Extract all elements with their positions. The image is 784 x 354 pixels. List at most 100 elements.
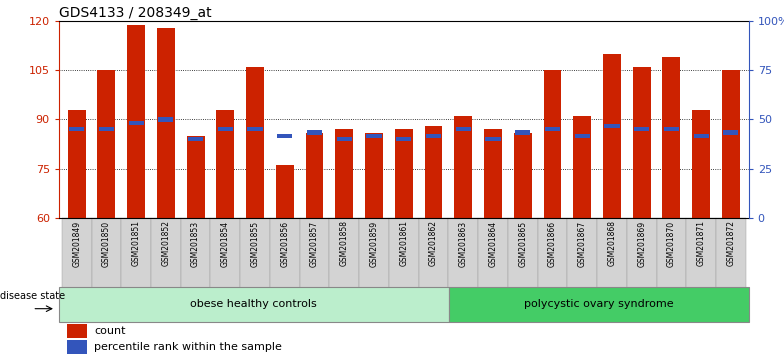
Bar xyxy=(454,116,472,218)
Bar xyxy=(336,129,354,218)
Bar xyxy=(151,218,181,220)
Bar xyxy=(425,126,442,218)
Bar xyxy=(448,218,478,292)
Bar xyxy=(246,67,264,218)
Bar xyxy=(359,218,389,220)
Bar xyxy=(456,127,471,131)
Bar xyxy=(181,218,210,220)
Bar xyxy=(67,110,85,218)
Bar xyxy=(603,54,621,218)
Bar xyxy=(692,110,710,218)
Bar xyxy=(157,28,175,218)
Bar xyxy=(270,218,299,292)
Bar xyxy=(69,127,84,131)
Bar xyxy=(686,218,716,220)
Bar xyxy=(395,129,412,218)
Bar xyxy=(329,218,359,220)
Bar xyxy=(151,218,181,292)
Bar xyxy=(129,121,143,125)
Bar xyxy=(299,218,329,220)
Bar xyxy=(67,324,87,338)
Text: polycystic ovary syndrome: polycystic ovary syndrome xyxy=(524,299,673,309)
Bar xyxy=(158,117,173,122)
Bar xyxy=(122,218,151,220)
Bar xyxy=(122,218,151,292)
Bar xyxy=(276,165,294,218)
Bar xyxy=(359,218,389,292)
Bar xyxy=(597,218,626,220)
Bar xyxy=(573,116,591,218)
Bar xyxy=(307,130,322,135)
Bar xyxy=(633,67,651,218)
Bar xyxy=(127,24,145,218)
Bar xyxy=(716,218,746,292)
Bar xyxy=(62,218,92,220)
Bar xyxy=(67,340,87,354)
Bar xyxy=(478,218,508,220)
Bar xyxy=(396,137,412,141)
Bar xyxy=(248,127,263,131)
Bar xyxy=(188,137,203,141)
Bar xyxy=(389,218,419,220)
Bar xyxy=(568,218,597,220)
Bar xyxy=(97,70,115,218)
Bar xyxy=(664,127,679,131)
Bar xyxy=(538,218,568,220)
Text: GDS4133 / 208349_at: GDS4133 / 208349_at xyxy=(59,6,212,20)
Bar xyxy=(716,218,746,220)
Bar xyxy=(336,137,352,141)
Bar xyxy=(604,124,619,128)
Bar xyxy=(240,218,270,292)
Bar xyxy=(485,137,500,141)
Bar xyxy=(210,218,240,220)
Bar xyxy=(626,218,656,292)
Bar xyxy=(484,129,502,218)
Bar xyxy=(538,218,568,292)
Bar xyxy=(656,218,686,292)
Bar xyxy=(515,130,530,135)
Text: disease state: disease state xyxy=(0,291,65,301)
FancyBboxPatch shape xyxy=(59,287,448,322)
Bar xyxy=(626,218,656,220)
Bar xyxy=(389,218,419,292)
Bar xyxy=(365,133,383,218)
Bar xyxy=(181,218,210,292)
Bar xyxy=(419,218,448,220)
Bar xyxy=(543,70,561,218)
Bar xyxy=(686,218,716,292)
Bar xyxy=(240,218,270,220)
Bar xyxy=(545,127,560,131)
Bar xyxy=(92,218,122,292)
Bar xyxy=(306,133,324,218)
Bar xyxy=(99,127,114,131)
Bar xyxy=(656,218,686,220)
Bar xyxy=(478,218,508,292)
Text: obese healthy controls: obese healthy controls xyxy=(191,299,318,309)
Bar xyxy=(662,57,681,218)
Bar xyxy=(597,218,626,292)
Bar xyxy=(508,218,538,292)
Bar xyxy=(514,133,532,218)
Bar xyxy=(187,136,205,218)
Bar xyxy=(329,218,359,292)
Bar xyxy=(568,218,597,292)
Bar xyxy=(299,218,329,292)
Bar xyxy=(216,110,234,218)
Text: percentile rank within the sample: percentile rank within the sample xyxy=(94,342,282,352)
Bar xyxy=(270,218,299,220)
Bar xyxy=(210,218,240,292)
Bar xyxy=(724,130,739,135)
FancyBboxPatch shape xyxy=(448,287,749,322)
Bar xyxy=(278,134,292,138)
Bar xyxy=(419,218,448,292)
Bar xyxy=(634,127,649,131)
Bar xyxy=(694,134,709,138)
Text: count: count xyxy=(94,326,125,336)
Bar xyxy=(92,218,122,220)
Bar xyxy=(218,127,233,131)
Bar xyxy=(575,134,590,138)
Bar xyxy=(366,134,382,138)
Bar xyxy=(722,70,740,218)
Bar xyxy=(426,134,441,138)
Bar xyxy=(448,218,478,220)
